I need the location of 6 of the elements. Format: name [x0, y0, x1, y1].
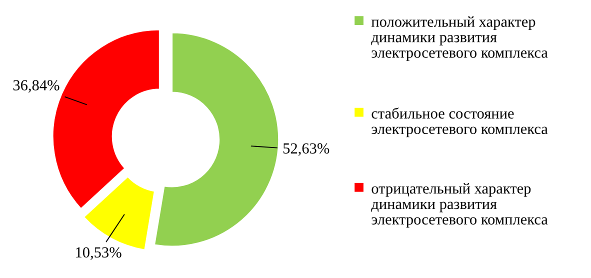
- data-label: 36,84%: [13, 80, 60, 93]
- data-label: 10,53%: [76, 247, 122, 260]
- legend-label: стабильное состояние электросетевого комплекса: [372, 108, 548, 138]
- data-label: 52,63%: [283, 143, 330, 156]
- legend-label: отрицательный характер динамики развития электросетевого комплекса: [371, 183, 548, 228]
- legend-label: положительный характер динамики развития электросетевого комплекса: [371, 16, 548, 61]
